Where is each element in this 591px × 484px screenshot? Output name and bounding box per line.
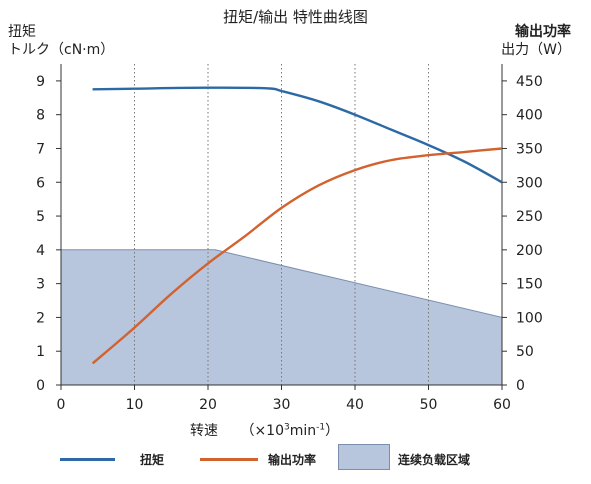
left-tick-label-4: 4 <box>36 243 45 259</box>
right-tick-label-300: 300 <box>516 175 543 191</box>
torque-power-chart: 0 1 2 3 4 5 6 7 8 9 0 50 100 150 200 250 300 350 400 450 0 10… <box>36 64 543 413</box>
left-tick-label-7: 7 <box>36 141 45 157</box>
x-tick-label-50: 50 <box>420 397 438 413</box>
x-axis-title-unit-a: （×10 <box>240 423 284 439</box>
x-axis-title: 转速 （×103min-1） <box>190 420 339 440</box>
legend-continuous-label: 连续负载区域 <box>398 453 471 467</box>
left-axis-title: 扭矩 トルク（cN·m） <box>8 23 114 59</box>
right-axis-title: 输出功率 出力（W） <box>501 23 571 59</box>
right-tick-label-250: 250 <box>516 209 543 225</box>
left-tick-label-8: 8 <box>36 108 45 124</box>
left-tick-label-1: 1 <box>36 344 45 360</box>
legend-continuous-swatch <box>338 444 390 470</box>
left-tick-label-3: 3 <box>36 277 45 293</box>
left-tick-label-0: 0 <box>36 378 45 394</box>
right-tick-label-0: 0 <box>516 378 525 394</box>
x-tick-label-0: 0 <box>57 397 66 413</box>
left-tick-label-9: 9 <box>36 74 45 90</box>
right-tick-label-450: 450 <box>516 74 543 90</box>
x-tick-label-30: 30 <box>273 397 291 413</box>
right-tick-label-400: 400 <box>516 108 543 124</box>
x-tick-label-40: 40 <box>346 397 364 413</box>
legend-torque-label: 扭矩 <box>140 453 165 467</box>
x-axis-title-unit-sup: 3 <box>284 422 290 433</box>
torque-curve <box>92 86 503 184</box>
right-tick-label-50: 50 <box>516 344 534 360</box>
x-axis-title-unit-b: min <box>289 423 317 439</box>
right-axis-title-line1: 输出功率 <box>515 24 571 40</box>
x-axis-title-prefix: 转速 <box>190 423 218 439</box>
legend-power-swatch <box>200 458 258 461</box>
left-tick-label-5: 5 <box>36 209 45 225</box>
right-axis-title-line2: 出力（W） <box>501 42 571 58</box>
legend: 扭矩 输出功率 连续负载区域 <box>0 440 591 480</box>
power-curve <box>91 147 503 365</box>
x-tick-label-60: 60 <box>493 397 511 413</box>
left-tick-label-2: 2 <box>36 310 45 326</box>
x-axis-title-unit-sup2: -1 <box>316 422 326 433</box>
left-tick-label-6: 6 <box>36 175 45 191</box>
chart-title: 扭矩/输出 特性曲线图 <box>223 8 368 26</box>
right-tick-label-100: 100 <box>516 310 543 326</box>
right-tick-label-200: 200 <box>516 243 543 259</box>
left-axis-title-line1: 扭矩 <box>8 24 36 40</box>
left-axis-title-line2: トルク（cN·m） <box>8 42 115 58</box>
x-tick-label-10: 10 <box>126 397 144 413</box>
right-tick-label-350: 350 <box>516 141 543 157</box>
x-tick-label-20: 20 <box>199 397 217 413</box>
legend-power-label: 输出功率 <box>268 453 317 467</box>
legend-torque-swatch <box>60 458 115 461</box>
x-axis-title-unit-c: ） <box>325 423 340 439</box>
right-tick-label-150: 150 <box>516 277 543 293</box>
